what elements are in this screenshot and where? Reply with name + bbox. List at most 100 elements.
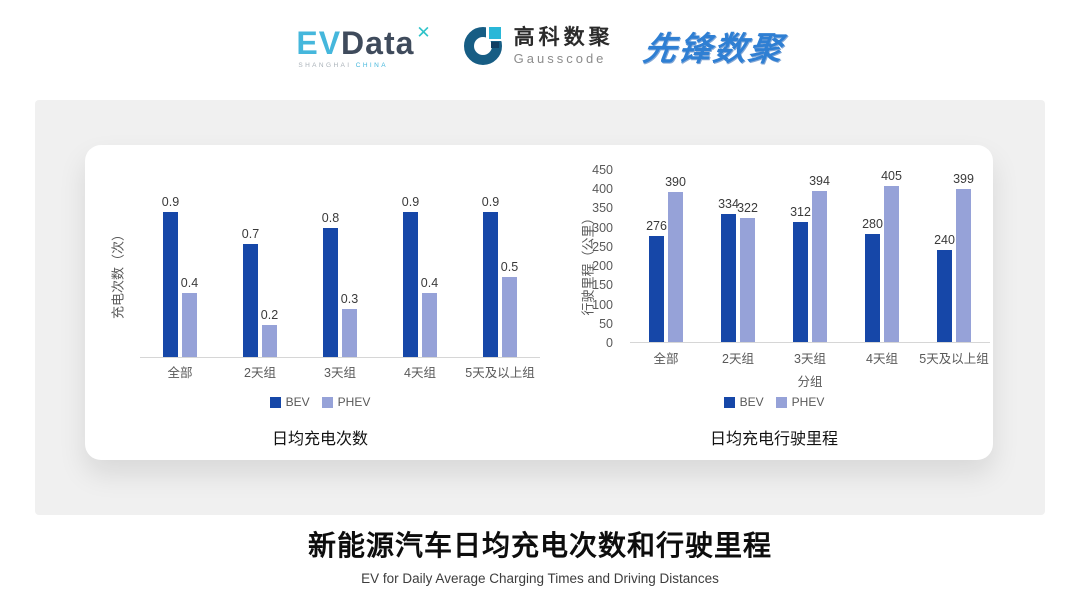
category-label: 3天组 bbox=[324, 366, 356, 380]
bar-group: 334 322 bbox=[702, 170, 774, 342]
phev-bar: 405 bbox=[881, 169, 902, 342]
evdata-data-text: Data bbox=[341, 24, 415, 61]
phev-bar: 0.4 bbox=[181, 276, 198, 357]
bar-value-label: 0.2 bbox=[260, 308, 279, 322]
bar-group: 0.8 0.3 bbox=[300, 165, 380, 357]
bar-group: 0.9 0.4 bbox=[140, 165, 220, 357]
bev-bar: 240 bbox=[934, 233, 955, 342]
bar-value-label: 334 bbox=[718, 197, 739, 211]
y-tick-label: 50 bbox=[599, 316, 613, 331]
chart-daily-driving-distance: 行驶里程（公里） 0 50 100 150 200 250 300 350 400 450 276… bbox=[555, 145, 993, 460]
y-axis-label: 充电次数（次） bbox=[110, 228, 126, 320]
phev-bar: 390 bbox=[665, 175, 686, 342]
bev-bar: 0.7 bbox=[242, 227, 259, 357]
bar-group: 0.7 0.2 bbox=[220, 165, 300, 357]
evdata-subtext: SHANGHAI CHINA bbox=[298, 62, 388, 69]
y-tick-label: 350 bbox=[592, 201, 613, 216]
category-labels: 全部 2天组 3天组 4天组 5天及以上组 bbox=[140, 362, 540, 381]
evdata-ev-text: EV bbox=[296, 24, 342, 61]
chart-daily-charging-times: 充电次数（次） 0.9 0.4 0.7 0.2 0.8 0.3 0.9 0.4 0.9 0.5 全… bbox=[85, 145, 555, 460]
y-tick-label: 200 bbox=[592, 259, 613, 274]
category-label: 4天组 bbox=[866, 352, 898, 366]
bar-group: 0.9 0.4 bbox=[380, 165, 460, 357]
header-logos: EVData ✕ SHANGHAI CHINA 高科数聚 Gausscode 先锋… bbox=[0, 22, 1080, 70]
chart-title: 日均充电行驶里程 bbox=[709, 431, 838, 448]
page-title: 新能源汽车日均充电次数和行驶里程 bbox=[307, 530, 772, 561]
bar-value-label: 240 bbox=[934, 233, 955, 247]
bar-value-label: 280 bbox=[862, 217, 883, 231]
bar-value-label: 405 bbox=[881, 169, 902, 183]
x-axis-label: 分组 bbox=[797, 375, 823, 389]
bar-value-label: 399 bbox=[953, 172, 974, 186]
legend-swatch-icon bbox=[269, 396, 281, 408]
phev-bar: 0.3 bbox=[341, 292, 358, 357]
plot-area: 276 390 334 322 312 394 280 405 240 399 bbox=[630, 169, 990, 343]
gray-panel: 充电次数（次） 0.9 0.4 0.7 0.2 0.8 0.3 0.9 0.4 0.9 0.5 全… bbox=[35, 100, 1045, 515]
navy-square bbox=[490, 42, 499, 48]
bar-group: 240 399 bbox=[918, 170, 990, 342]
page-subtitle: EV for Daily Average Charging Times and … bbox=[361, 571, 719, 586]
chart-title: 日均充电次数 bbox=[271, 431, 368, 448]
legend-swatch-icon bbox=[321, 396, 333, 408]
category-label: 全部 bbox=[167, 366, 193, 380]
bev-bar: 0.9 bbox=[482, 195, 499, 357]
gausscode-text: 高科数聚 Gausscode bbox=[514, 26, 614, 66]
y-tick-label: 150 bbox=[592, 278, 613, 293]
legend-item: PHEV bbox=[775, 395, 825, 409]
category-label: 3天组 bbox=[794, 352, 826, 366]
y-tick-label: 400 bbox=[592, 182, 613, 197]
pioneer-logo: 先锋数聚 bbox=[640, 30, 786, 67]
category-label: 5天及以上组 bbox=[465, 366, 535, 380]
bev-bar: 334 bbox=[718, 197, 739, 342]
category-label: 2天组 bbox=[722, 352, 754, 366]
legend: BEV PHEV bbox=[85, 395, 555, 409]
phev-bar: 0.5 bbox=[501, 260, 518, 357]
bev-bar: 276 bbox=[646, 219, 667, 342]
plot-area: 0.9 0.4 0.7 0.2 0.8 0.3 0.9 0.4 0.9 0.5 bbox=[140, 165, 540, 358]
bar-value-label: 0.9 bbox=[401, 195, 420, 209]
phev-bar: 322 bbox=[737, 201, 758, 342]
category-label: 2天组 bbox=[244, 366, 276, 380]
legend-item: BEV bbox=[723, 395, 764, 409]
bev-bar: 280 bbox=[862, 217, 883, 342]
bar-value-label: 322 bbox=[737, 201, 758, 215]
gausscode-en-name: Gausscode bbox=[513, 51, 607, 67]
bar-group: 312 394 bbox=[774, 170, 846, 342]
bar-value-label: 0.5 bbox=[500, 260, 519, 274]
legend-label: PHEV bbox=[791, 395, 825, 409]
cyan-square bbox=[488, 27, 501, 39]
evdata-wordmark: EVData ✕ bbox=[296, 24, 431, 59]
bev-bar: 0.9 bbox=[162, 195, 179, 357]
bar-value-label: 394 bbox=[809, 174, 830, 188]
legend-label: PHEV bbox=[337, 395, 371, 409]
y-tick-label: 450 bbox=[592, 163, 613, 177]
bar-value-label: 390 bbox=[665, 175, 686, 189]
phev-bar: 0.4 bbox=[421, 276, 438, 357]
y-axis-ticks: 0 50 100 150 200 250 300 350 400 450 bbox=[573, 145, 613, 460]
bar-value-label: 0.3 bbox=[340, 292, 359, 306]
bar-value-label: 276 bbox=[646, 219, 667, 233]
y-tick-label: 300 bbox=[592, 220, 613, 235]
category-labels: 全部 2天组 3天组 4天组 5天及以上组 bbox=[630, 348, 990, 367]
phev-bar: 394 bbox=[809, 174, 830, 342]
category-label: 4天组 bbox=[404, 366, 436, 380]
legend-swatch-icon bbox=[775, 396, 787, 408]
y-tick-label: 0 bbox=[606, 336, 613, 350]
bev-bar: 0.9 bbox=[402, 195, 419, 357]
category-label: 5天及以上组 bbox=[919, 352, 989, 366]
sparkle-icon: ✕ bbox=[416, 22, 432, 42]
gausscode-ring-icon bbox=[462, 22, 507, 67]
legend-item: BEV bbox=[269, 395, 310, 409]
phev-bar: 0.2 bbox=[261, 308, 278, 357]
legend-label: BEV bbox=[285, 395, 310, 409]
bar-value-label: 312 bbox=[790, 205, 811, 219]
legend-label: BEV bbox=[739, 395, 764, 409]
bev-bar: 0.8 bbox=[322, 211, 339, 357]
footer: 新能源汽车日均充电次数和行驶里程 EV for Daily Average Ch… bbox=[0, 524, 1080, 586]
y-tick-label: 250 bbox=[592, 239, 613, 254]
bar-value-label: 0.9 bbox=[161, 195, 180, 209]
bar-group: 280 405 bbox=[846, 169, 918, 342]
bar-value-label: 0.4 bbox=[420, 276, 439, 290]
chart-card: 充电次数（次） 0.9 0.4 0.7 0.2 0.8 0.3 0.9 0.4 0.9 0.5 全… bbox=[85, 145, 993, 460]
bev-bar: 312 bbox=[790, 205, 811, 342]
